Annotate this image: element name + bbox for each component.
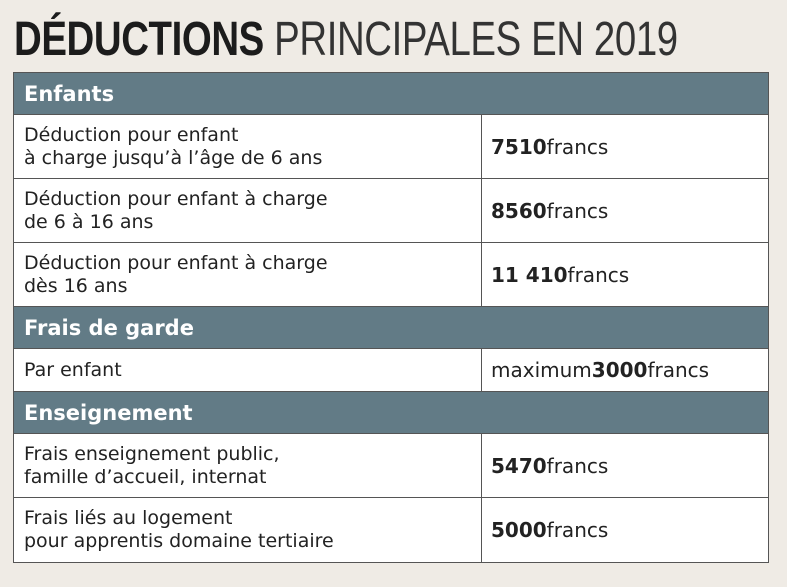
table-row: Déduction pour enfant à charge jusqu’à l’… bbox=[14, 115, 768, 179]
label-line: Frais liés au logement bbox=[24, 507, 233, 529]
title-light: PRINCIPALES EN 2019 bbox=[274, 13, 678, 66]
table-row: Par enfant maximum 3000 francs bbox=[14, 349, 768, 392]
row-value: 8560 francs bbox=[482, 179, 768, 242]
row-label: Déduction pour enfant à charge de 6 à 16 … bbox=[14, 179, 482, 242]
section-heading: Enfants bbox=[14, 73, 768, 115]
label-line: à charge jusqu’à l’âge de 6 ans bbox=[24, 146, 323, 169]
label-line: Par enfant bbox=[24, 358, 122, 381]
label-line: Déduction pour enfant à charge bbox=[24, 187, 328, 210]
value-unit: francs bbox=[546, 198, 609, 223]
title: DÉDUCTIONS PRINCIPALES EN 2019 bbox=[14, 12, 678, 68]
label-line: pour apprentis domaine tertiaire bbox=[24, 530, 334, 552]
row-value: 11 410 francs bbox=[482, 243, 768, 306]
row-value: 7510 francs bbox=[482, 115, 768, 178]
value-unit: francs bbox=[546, 134, 609, 159]
table-row: Déduction pour enfant à charge de 6 à 16 … bbox=[14, 179, 768, 243]
label-line: dès 16 ans bbox=[24, 274, 128, 297]
value-prefix: maximum bbox=[491, 358, 592, 382]
table-row: Frais liés au logement pour apprentis dom… bbox=[14, 498, 768, 562]
row-value: maximum 3000 francs bbox=[482, 349, 768, 391]
label-line: Frais enseignement public, bbox=[24, 442, 280, 465]
row-label: Déduction pour enfant à charge dès 16 ans bbox=[14, 243, 482, 306]
section-heading: Enseignement bbox=[14, 392, 768, 434]
value-unit: francs bbox=[567, 262, 630, 287]
row-value: 5470 francs bbox=[482, 434, 768, 497]
value-amount: 3000 bbox=[591, 358, 648, 382]
value-amount: 5470 bbox=[491, 453, 547, 478]
row-label: Par enfant bbox=[14, 349, 482, 391]
section-heading: Frais de garde bbox=[14, 307, 768, 349]
table-row: Frais enseignement public, famille d’accu… bbox=[14, 434, 768, 498]
deductions-table: Enfants Déduction pour enfant à charge jus… bbox=[13, 72, 769, 563]
value-unit: francs bbox=[546, 518, 609, 542]
title-bold: DÉDUCTIONS bbox=[14, 13, 264, 66]
label-line: famille d’accueil, internat bbox=[24, 465, 267, 488]
value-amount: 11 410 bbox=[491, 262, 568, 287]
label-line: Déduction pour enfant bbox=[24, 123, 239, 146]
value-amount: 7510 bbox=[491, 134, 547, 159]
table-row: Déduction pour enfant à charge dès 16 ans… bbox=[14, 243, 768, 307]
value-unit: francs bbox=[546, 453, 609, 478]
row-label: Frais enseignement public, famille d’accu… bbox=[14, 434, 482, 497]
value-unit: francs bbox=[647, 358, 710, 382]
row-value: 5000 francs bbox=[482, 498, 768, 562]
row-label: Frais liés au logement pour apprentis dom… bbox=[14, 498, 482, 562]
value-amount: 5000 bbox=[491, 518, 547, 542]
row-label: Déduction pour enfant à charge jusqu’à l’… bbox=[14, 115, 482, 178]
value-amount: 8560 bbox=[491, 198, 547, 223]
label-line: Déduction pour enfant à charge bbox=[24, 251, 328, 274]
label-line: de 6 à 16 ans bbox=[24, 210, 154, 233]
